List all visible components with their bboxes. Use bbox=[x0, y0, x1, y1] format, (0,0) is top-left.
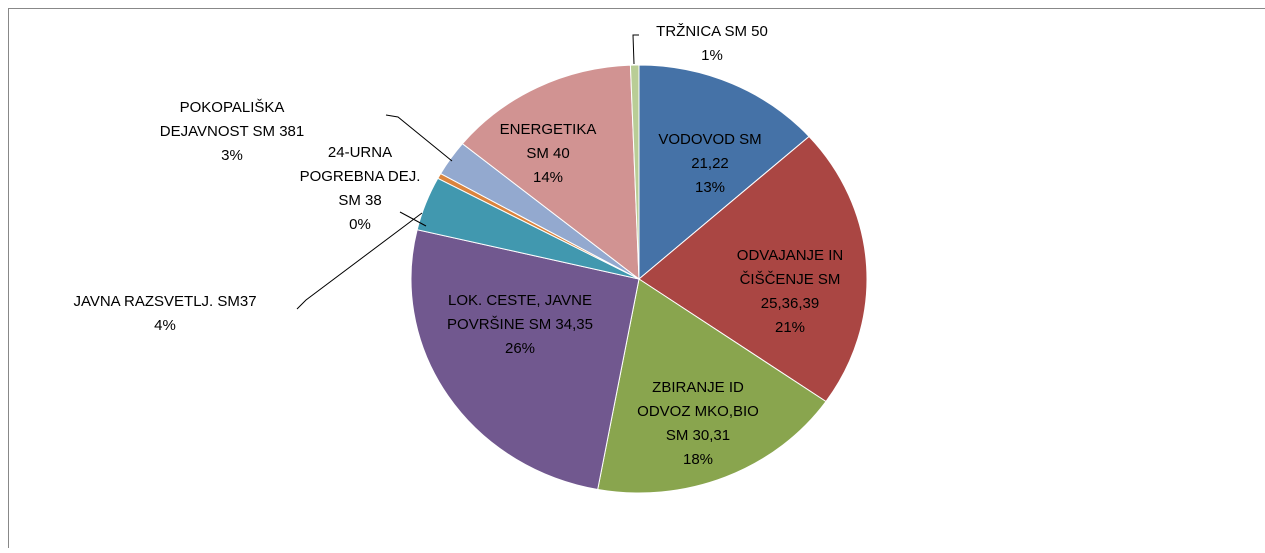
slice-percent: 4% bbox=[154, 317, 176, 334]
slice-percent: 18% bbox=[683, 451, 713, 468]
slice-percent: 0% bbox=[349, 216, 371, 233]
slice-label: LOK. CESTE, JAVNE bbox=[448, 292, 592, 309]
slice-label: POVRŠINE SM 34,35 bbox=[447, 316, 593, 333]
slice-label: SM 38 bbox=[338, 192, 381, 209]
slice-label: VODOVOD SM bbox=[658, 131, 761, 148]
slice-label: ČIŠČENJE SM bbox=[740, 271, 841, 288]
slice-percent: 21% bbox=[775, 319, 805, 336]
slice-label: ENERGETIKA bbox=[500, 121, 597, 138]
slice-label: POKOPALIŠKA bbox=[180, 99, 285, 116]
slice-label: JAVNA RAZSVETLJ. SM37 bbox=[73, 293, 256, 310]
slice-label: ZBIRANJE ID bbox=[652, 379, 744, 396]
slice-label: 24-URNA bbox=[328, 144, 392, 161]
slice-label: TRŽNICA SM 50 bbox=[656, 23, 768, 40]
slice-label: ODVOZ MKO,BIO bbox=[637, 403, 759, 420]
slice-label: SM 30,31 bbox=[666, 427, 730, 444]
slice-label: 21,22 bbox=[691, 155, 729, 172]
slice-percent: 13% bbox=[695, 179, 725, 196]
slice-label: POGREBNA DEJ. bbox=[300, 168, 421, 185]
slice-percent: 14% bbox=[533, 169, 563, 186]
slice-percent: 26% bbox=[505, 340, 535, 357]
slice-label: DEJAVNOST SM 381 bbox=[160, 123, 305, 140]
slice-percent: 3% bbox=[221, 147, 243, 164]
slice-percent: 1% bbox=[701, 47, 723, 64]
slice-label: 25,36,39 bbox=[761, 295, 819, 312]
slice-label: ODVAJANJE IN bbox=[737, 247, 843, 264]
slice-label: SM 40 bbox=[526, 145, 569, 162]
